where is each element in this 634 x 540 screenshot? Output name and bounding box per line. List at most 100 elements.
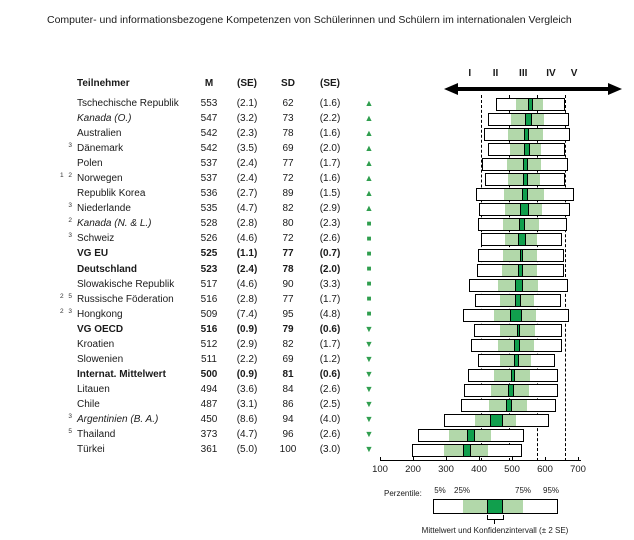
axis-tick-label: 300 xyxy=(438,464,454,475)
sd-value: 69 xyxy=(282,353,294,365)
footnote-marker: 3 xyxy=(68,412,72,420)
sd-value: 89 xyxy=(282,188,294,200)
legend-light-green-segment xyxy=(462,500,488,513)
table-row: 3 Argentinien (B. A.) 450 (8.6) 94 (4.0) ▼ xyxy=(45,412,387,427)
mean-se-value: (3.2) xyxy=(236,113,258,125)
percentile-box xyxy=(475,188,575,202)
sd-se-value: (2.3) xyxy=(319,218,341,230)
mean-confidence-interval xyxy=(515,294,522,306)
mean-value: 547 xyxy=(200,113,218,125)
mean-confidence-interval xyxy=(528,99,533,110)
participant-name: Kanada (O.) xyxy=(77,113,132,125)
mean-value: 361 xyxy=(200,444,218,456)
axis-tick-label: 700 xyxy=(570,464,586,475)
axis-tick-label: 400 xyxy=(471,464,487,475)
percentile-box xyxy=(411,444,523,458)
significance-icon: ▲ xyxy=(364,143,374,154)
mean-value: 516 xyxy=(200,293,218,305)
mean-confidence-interval xyxy=(523,144,531,156)
header-participant: Teilnehmer xyxy=(77,78,130,89)
table-row: Republik Korea 536 (2.7) 89 (1.5) ▲ xyxy=(45,186,387,201)
mean-confidence-interval xyxy=(462,445,472,457)
mean-confidence-interval xyxy=(507,384,515,396)
percentile-box xyxy=(477,263,564,277)
level-boundary-line xyxy=(481,95,483,461)
participant-name: Niederlande xyxy=(77,203,131,215)
figure-title: Computer- und informationsbezogene Kompe… xyxy=(47,14,572,26)
sd-se-value: (3.3) xyxy=(319,278,341,290)
sd-se-value: (2.5) xyxy=(319,398,341,410)
percentile-box xyxy=(478,248,565,262)
table-row: 2 5 Russische Föderation 516 (2.8) 77 (1.7) ■ xyxy=(45,292,387,307)
sd-value: 62 xyxy=(282,98,294,110)
percentile-box xyxy=(471,338,563,352)
header-se: (SE) xyxy=(237,78,257,89)
mean-se-value: (2.3) xyxy=(236,128,258,140)
percentile-box xyxy=(417,429,525,443)
significance-icon: ▼ xyxy=(364,429,374,440)
percentile-box xyxy=(444,414,549,428)
participant-name: Litauen xyxy=(77,383,110,395)
mean-se-value: (3.6) xyxy=(236,383,258,395)
significance-icon: ■ xyxy=(366,294,372,304)
participant-name: Schweiz xyxy=(77,233,115,245)
mean-confidence-interval xyxy=(489,415,504,427)
table-row: 3 Dänemark 542 (3.5) 69 (2.0) ▲ xyxy=(45,141,387,156)
table-row: Litauen 494 (3.6) 84 (2.6) ▼ xyxy=(45,382,387,397)
mean-value: 500 xyxy=(200,368,218,380)
table-row: 3 Schweiz 526 (4.6) 72 (2.6) ■ xyxy=(45,231,387,246)
table-row: Australien 542 (2.3) 78 (1.6) ▲ xyxy=(45,126,387,141)
participant-name: Thailand xyxy=(77,429,116,441)
mean-value: 512 xyxy=(200,338,218,350)
mean-confidence-interval xyxy=(522,159,528,171)
percentile-box xyxy=(487,113,570,127)
sd-value: 78 xyxy=(282,128,294,140)
legend-light-green-segment xyxy=(502,500,523,513)
mean-se-value: (7.4) xyxy=(236,308,258,320)
level-I-label: I xyxy=(468,68,472,79)
sd-se-value: (2.6) xyxy=(319,383,341,395)
mean-value: 526 xyxy=(200,233,218,245)
sd-value: 82 xyxy=(282,338,294,350)
mean-value: 535 xyxy=(200,203,218,215)
mean-se-value: (5.0) xyxy=(236,444,258,456)
mean-confidence-interval xyxy=(511,369,515,381)
sd-se-value: (1.7) xyxy=(319,158,341,170)
footnote-marker: 3 xyxy=(68,232,72,240)
percentile-box xyxy=(483,128,571,142)
percentile-box xyxy=(482,158,568,172)
mean-confidence-interval xyxy=(517,264,524,276)
sd-se-value: (1.7) xyxy=(319,293,341,305)
sd-se-value: (2.6) xyxy=(319,429,341,441)
sd-se-value: (2.0) xyxy=(319,143,341,155)
table-row: 1 2 Norwegen 537 (2.4) 72 (1.6) ▲ xyxy=(45,171,387,186)
axis-tick xyxy=(446,457,447,461)
footnote-marker: 3 xyxy=(68,142,72,150)
mean-confidence-interval xyxy=(525,114,532,126)
table-row: 2 Kanada (N. & L.) 528 (2.8) 80 (2.3) ■ xyxy=(45,216,387,231)
table-row: Tschechische Republik 553 (2.1) 62 (1.6) ▲ xyxy=(45,96,387,111)
mean-value: 511 xyxy=(201,353,217,365)
axis-tick-label: 100 xyxy=(372,464,388,475)
participant-name: Türkei xyxy=(77,444,105,456)
significance-icon: ▼ xyxy=(364,398,374,409)
mean-value: 450 xyxy=(200,414,218,425)
mean-confidence-interval xyxy=(520,204,529,216)
percentile-box xyxy=(479,203,571,217)
significance-icon: ▲ xyxy=(364,98,374,109)
participant-name: Slowakische Republik xyxy=(77,278,175,290)
participant-name: VG EU xyxy=(77,248,109,260)
sd-value: 100 xyxy=(279,444,297,456)
sd-value: 77 xyxy=(282,248,294,260)
mean-value: 542 xyxy=(200,143,218,155)
boxplot-panel: 100 200 300 400 500 600 700 xyxy=(372,95,586,475)
significance-icon: ■ xyxy=(366,233,372,243)
significance-icon: ▼ xyxy=(364,323,374,334)
mean-se-value: (4.7) xyxy=(236,429,258,441)
mean-se-value: (2.4) xyxy=(236,173,258,185)
mean-confidence-interval xyxy=(522,189,528,201)
mean-value: 537 xyxy=(200,173,218,185)
sd-value: 77 xyxy=(282,158,294,170)
sd-se-value: (1.6) xyxy=(319,173,341,185)
